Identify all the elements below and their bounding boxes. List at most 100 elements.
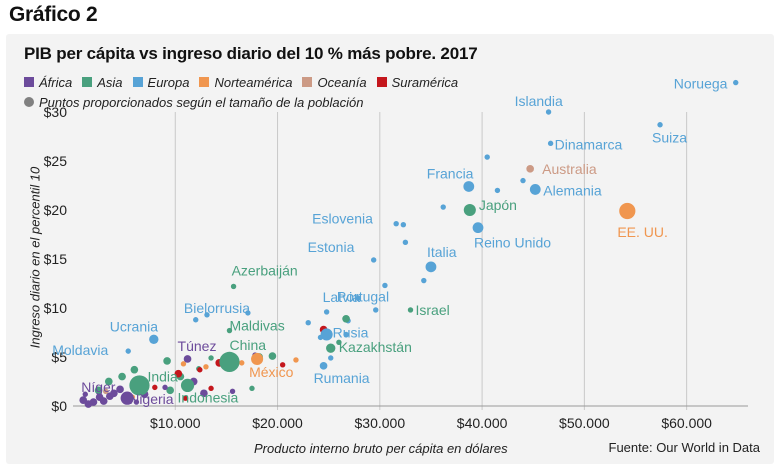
point-label: Italia bbox=[427, 244, 457, 260]
data-point-francia bbox=[463, 181, 475, 192]
legend-swatch bbox=[132, 77, 143, 87]
legend-swatch bbox=[24, 77, 34, 87]
data-point-latvia bbox=[323, 309, 330, 315]
data-point bbox=[208, 385, 214, 392]
data-point bbox=[193, 317, 199, 323]
legend-size-dot bbox=[24, 97, 34, 107]
data-point-nigeria bbox=[120, 391, 134, 405]
data-point bbox=[110, 389, 118, 398]
point-label: Francia bbox=[427, 165, 474, 181]
point-label: China bbox=[229, 337, 266, 353]
data-point bbox=[103, 388, 109, 394]
legend-label: África bbox=[39, 74, 73, 90]
x-axis-label: Producto interno bruto per cápita en dól… bbox=[254, 441, 508, 456]
data-point bbox=[421, 277, 427, 284]
data-point-estonia bbox=[370, 257, 377, 263]
legend-swatch bbox=[199, 77, 210, 87]
data-point bbox=[355, 295, 362, 301]
point-label: Azerbaiján bbox=[232, 262, 298, 278]
data-point-islandia bbox=[545, 109, 552, 115]
x-tick-label: $60.000 bbox=[661, 415, 712, 431]
data-point bbox=[174, 369, 183, 378]
y-axis-label: Ingreso diario en el percentil 10 bbox=[27, 166, 43, 349]
data-point bbox=[268, 352, 277, 360]
legend-size-note-row: Puntos proporcionados según el tamaño de… bbox=[24, 92, 468, 112]
x-tick-label: $40.000 bbox=[457, 415, 508, 431]
legend-item-europa: Europa bbox=[132, 74, 190, 90]
legend-label: Suramérica bbox=[391, 74, 459, 90]
y-tick-label: $25 bbox=[44, 153, 68, 169]
point-label: India bbox=[147, 368, 178, 384]
data-point bbox=[305, 320, 311, 326]
data-point bbox=[343, 331, 349, 338]
data-point bbox=[494, 187, 501, 194]
data-point-israel bbox=[407, 307, 414, 313]
x-tick-label: $50.000 bbox=[559, 415, 610, 431]
legend-item-africa: África bbox=[24, 75, 72, 90]
point-label: Reino Unido bbox=[474, 235, 551, 251]
legend-swatch bbox=[302, 77, 313, 87]
data-point bbox=[336, 339, 342, 345]
data-point bbox=[82, 391, 88, 397]
data-point-noruega bbox=[733, 79, 739, 86]
data-point-ee-uu- bbox=[619, 202, 636, 220]
data-point-bielorrusia bbox=[245, 310, 251, 316]
data-point-moldavia bbox=[125, 348, 131, 354]
data-point-jap-n bbox=[463, 203, 476, 217]
data-point-t-nez bbox=[183, 355, 192, 363]
data-point-reino-unido bbox=[472, 222, 484, 234]
data-point-azerbaij-n bbox=[230, 283, 237, 290]
data-point bbox=[166, 386, 174, 395]
data-point bbox=[249, 385, 255, 392]
data-point bbox=[342, 314, 350, 323]
data-point bbox=[197, 367, 203, 373]
data-point-indonesia bbox=[180, 378, 195, 393]
data-point bbox=[440, 204, 446, 210]
legend-label: Asia bbox=[97, 74, 123, 90]
data-point bbox=[293, 357, 299, 363]
data-point bbox=[208, 355, 214, 361]
x-tick-label: $10.000 bbox=[150, 415, 201, 431]
point-label: Latvia bbox=[323, 289, 361, 305]
point-label: Indonesia bbox=[178, 389, 239, 405]
chart-title: PIB per cápita vs ingreso diario del 10 … bbox=[24, 44, 478, 63]
data-point bbox=[203, 364, 209, 370]
data-point bbox=[99, 397, 108, 405]
legend-size-note: Puntos proporcionados según el tamaño de… bbox=[39, 94, 364, 110]
data-point-eslovenia bbox=[393, 221, 399, 227]
data-point bbox=[162, 384, 168, 391]
point-label: Dinamarca bbox=[555, 136, 623, 152]
source-note: Fuente: Our World in Data bbox=[608, 440, 761, 455]
data-point-m-xico bbox=[251, 352, 264, 365]
data-point-portugal bbox=[382, 282, 388, 289]
x-tick-label: $20.000 bbox=[252, 415, 303, 431]
data-point-dinamarca bbox=[547, 140, 554, 147]
point-label: EE. UU. bbox=[617, 224, 668, 240]
data-point bbox=[200, 389, 208, 398]
data-point-china bbox=[219, 351, 240, 373]
data-point-rusia bbox=[320, 328, 333, 341]
point-label: Ucrania bbox=[110, 318, 158, 334]
data-point bbox=[182, 395, 189, 401]
legend-item-suramerica: Suramérica bbox=[376, 74, 459, 90]
data-point-rumania bbox=[319, 362, 328, 370]
data-point bbox=[520, 177, 526, 184]
data-point bbox=[204, 312, 210, 318]
data-point-alemania bbox=[529, 184, 541, 195]
data-point-australia bbox=[526, 165, 534, 173]
legend-label: Europa bbox=[147, 74, 190, 90]
y-tick-label: $5 bbox=[51, 349, 67, 365]
point-label: Portugal bbox=[337, 288, 389, 304]
point-label: Australia bbox=[542, 161, 597, 177]
data-point bbox=[94, 386, 103, 395]
data-point-suiza bbox=[657, 122, 663, 128]
point-label: Rumania bbox=[314, 370, 370, 386]
legend-item-norteamerica: Norteamérica bbox=[199, 75, 292, 90]
legend-item-asia: Asia bbox=[82, 74, 123, 90]
y-tick-label: $15 bbox=[44, 251, 68, 267]
point-label: Rusia bbox=[333, 324, 369, 340]
data-point bbox=[152, 384, 158, 391]
data-point bbox=[239, 360, 245, 366]
legend-item-oceania: Oceanía bbox=[302, 75, 367, 90]
